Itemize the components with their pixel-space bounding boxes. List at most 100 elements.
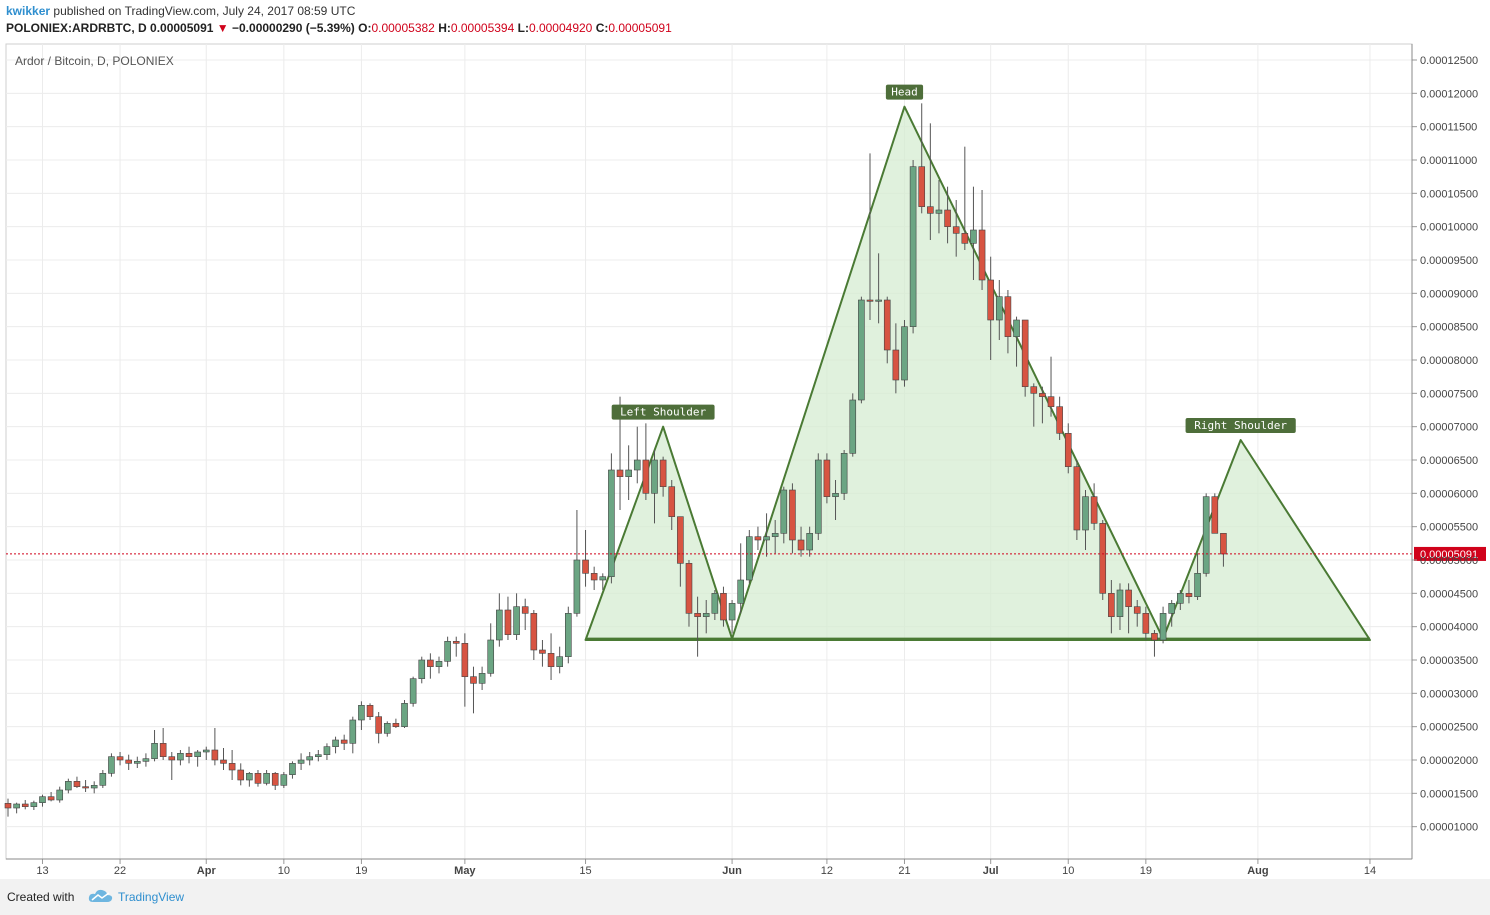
- x-tick-label: Aug: [1247, 865, 1268, 877]
- x-tick-label: 22: [114, 865, 126, 877]
- price-axis[interactable]: 0.00001000 0.00001500 0.00002000 0.00002500…: [1411, 44, 1478, 859]
- candle-body: [694, 613, 701, 617]
- pattern-label-box: [1185, 418, 1296, 433]
- candle-body: [875, 299, 882, 302]
- candle-body: [987, 279, 994, 321]
- y-tick-label: 0.00004500: [1420, 588, 1478, 600]
- y-tick-label: 0.00012000: [1420, 88, 1478, 100]
- y-tick-label: 0.00003500: [1420, 655, 1478, 667]
- candle-body: [1039, 393, 1046, 397]
- price-chart[interactable]: 0.00005091 0.00001000 0.00001500 0.0000200…: [0, 0, 1490, 880]
- candle-body: [521, 606, 529, 614]
- candle-body: [1159, 613, 1167, 641]
- created-with-text: Created with: [7, 890, 75, 904]
- candle-body: [513, 606, 520, 635]
- author-name[interactable]: kwikker: [6, 4, 51, 18]
- candle-body: [573, 559, 581, 614]
- publish-line: kwikker published on TradingView.com, Ju…: [6, 4, 355, 18]
- candle-body: [1082, 496, 1089, 531]
- pattern-label-box: [611, 404, 715, 420]
- close-value: 0.00005091: [608, 21, 672, 35]
- x-tick-label: May: [454, 865, 476, 877]
- candle-body: [1177, 593, 1184, 604]
- tradingview-cloud-icon[interactable]: [88, 888, 114, 904]
- time-axis[interactable]: 13 22 Apr 10 19 May 15 Jun 12 21 Jul 10 19 Aug 14: [6, 858, 1412, 877]
- price-badge: [1414, 546, 1486, 561]
- pattern-label: Left Shoulder: [620, 406, 706, 419]
- candle-body: [858, 299, 865, 401]
- candle-body: [633, 459, 641, 471]
- open-value: 0.00005382: [371, 21, 435, 35]
- candle-body: [461, 643, 469, 677]
- candle-body: [1185, 593, 1193, 597]
- candle-body: [978, 229, 986, 281]
- candle-body: [392, 723, 400, 727]
- candle-body: [866, 299, 874, 302]
- candle-body: [496, 609, 503, 641]
- price-badge-label: 0.00005091: [1420, 549, 1478, 561]
- candle-body: [21, 803, 29, 807]
- y-tick-label: 0.00006500: [1420, 455, 1478, 467]
- candle-body: [849, 399, 857, 454]
- plot-area[interactable]: [5, 43, 1413, 860]
- candle-body: [1090, 496, 1098, 524]
- x-tick-label: 19: [355, 865, 367, 877]
- candle-body: [1168, 603, 1175, 614]
- candle-body: [4, 803, 12, 809]
- open-label: O:: [358, 21, 372, 35]
- candle-body: [944, 209, 951, 227]
- candle-body: [358, 705, 365, 721]
- candle-body: [771, 533, 779, 537]
- candle-body: [383, 723, 391, 734]
- candle-body: [737, 579, 745, 604]
- candles: [4, 103, 1227, 817]
- candle-body: [1194, 573, 1201, 597]
- candle-body: [409, 678, 417, 704]
- candle-body: [39, 796, 46, 803]
- candle-body: [297, 759, 305, 764]
- candle-body: [315, 754, 322, 757]
- y-tick-label: 0.00008000: [1420, 355, 1478, 367]
- candle-body: [401, 703, 408, 727]
- candle-body: [375, 716, 382, 734]
- candle-body: [539, 649, 546, 654]
- candle-body: [108, 756, 115, 774]
- candle-body: [1013, 319, 1020, 337]
- candle-body: [56, 789, 64, 801]
- candle-body: [763, 536, 770, 541]
- candle-body: [280, 774, 288, 786]
- candle-body: [651, 459, 658, 494]
- chart-title: Ardor / Bitcoin, D, POLONIEX: [15, 54, 174, 68]
- candle-body: [116, 756, 124, 761]
- y-tick-label: 0.00005500: [1420, 522, 1478, 534]
- y-tick-label: 0.00002000: [1420, 755, 1478, 767]
- candle-body: [202, 749, 210, 753]
- candle-body: [1064, 433, 1072, 467]
- x-tick-label: 21: [898, 865, 910, 877]
- candle-body: [754, 536, 762, 541]
- candle-body: [271, 773, 279, 786]
- x-tick-label: 12: [821, 865, 833, 877]
- low-label: L:: [517, 21, 529, 35]
- candle-body: [883, 299, 891, 351]
- candle-body: [470, 676, 477, 684]
- pattern-label: Head: [891, 86, 918, 99]
- candle-body: [228, 763, 236, 771]
- candle-body: [702, 613, 710, 617]
- candle-body: [625, 469, 632, 477]
- low-value: 0.00004920: [528, 21, 593, 35]
- candle-body: [289, 763, 296, 775]
- symbol-line: POLONIEX:ARDRBTC, D 0.00005091 ▼ −0.0000…: [6, 21, 672, 35]
- y-tick-label: 0.00012500: [1420, 55, 1478, 67]
- candle-body: [952, 226, 960, 234]
- candle-body: [1133, 606, 1141, 614]
- last-price: 0.00005091: [150, 21, 214, 35]
- y-tick-label: 0.00010500: [1420, 188, 1478, 200]
- candle-body: [1108, 593, 1115, 617]
- candle-body: [1125, 589, 1132, 607]
- candle-body: [608, 469, 615, 577]
- candle-body: [720, 593, 727, 621]
- candle-body: [82, 786, 89, 789]
- candle-body: [1056, 406, 1063, 434]
- tradingview-link[interactable]: TradingView: [118, 890, 185, 904]
